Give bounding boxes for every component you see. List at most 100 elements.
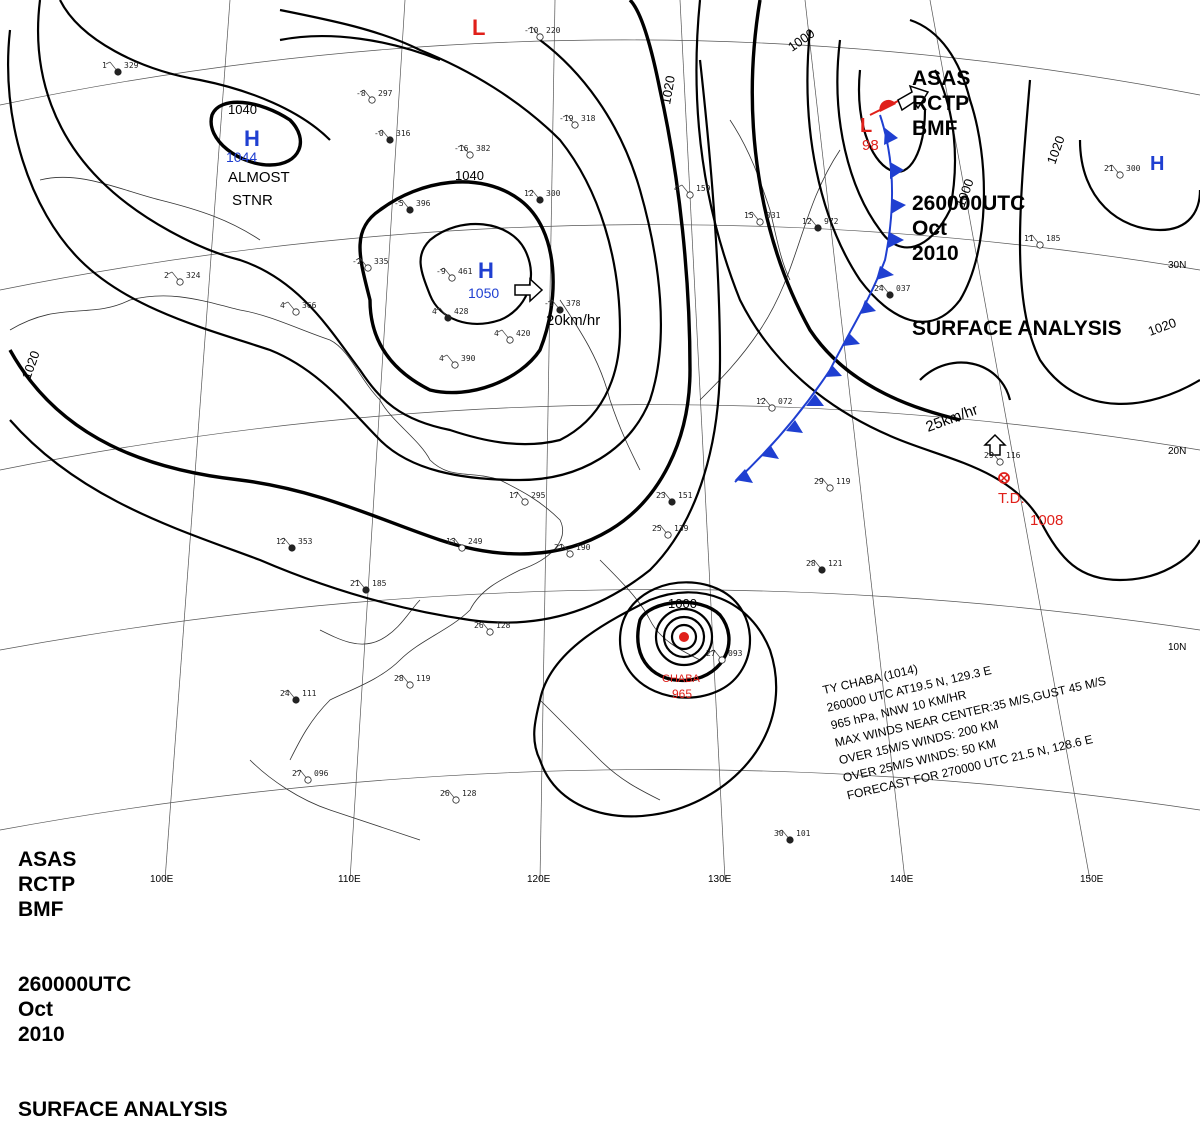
isobar-label: 1040 <box>228 102 257 117</box>
station-temperature: 29 <box>814 477 824 486</box>
station-pressure: 220 <box>546 26 561 35</box>
station-plot: 4 420 <box>494 329 531 344</box>
station-temperature: 27 <box>292 769 302 778</box>
station-circle <box>368 96 376 104</box>
station-pressure: 329 <box>124 61 139 70</box>
header-month: Oct <box>18 998 54 1021</box>
station-plot: 12 300 <box>524 189 561 204</box>
isobar-label: 1000 <box>785 26 817 55</box>
header-agency: ASAS <box>18 848 77 871</box>
high-note-2: STNR <box>232 192 273 209</box>
station-circle <box>406 681 414 689</box>
station-pressure: 159 <box>696 184 711 193</box>
station-pressure: 297 <box>378 89 393 98</box>
header-title: SURFACE ANALYSIS <box>18 1098 228 1121</box>
station-circle <box>288 544 296 552</box>
station-pressure: 300 <box>1126 164 1141 173</box>
station-plot: 23 151 <box>656 491 693 506</box>
station-temperature: 23 <box>656 491 666 500</box>
station-temperature: 21 <box>554 543 564 552</box>
station-temperature: 13 <box>446 537 456 546</box>
station-temperature: 4 <box>280 301 285 310</box>
station-temperature: 4 <box>439 354 444 363</box>
station-circle <box>304 776 312 784</box>
station-plot: 26 128 <box>440 789 477 804</box>
station-plot: -1 378 <box>544 299 581 314</box>
station-pressure: 420 <box>516 329 531 338</box>
station-pressure: 096 <box>314 769 329 778</box>
station-temperature: 24 <box>874 284 884 293</box>
header-agency: ASAS <box>912 67 971 90</box>
high-symbol-2: H <box>478 258 494 283</box>
station-circle <box>686 191 694 199</box>
station-circle <box>176 278 184 286</box>
station-plot: 12 072 <box>756 397 793 412</box>
station-pressure: 031 <box>766 211 781 220</box>
high-symbol-3: H <box>1150 153 1164 175</box>
station-plot: -9 461 <box>436 267 473 282</box>
station-circle <box>292 308 300 316</box>
station-temperature: 26 <box>474 621 484 630</box>
station-pressure: 428 <box>454 307 469 316</box>
high-note-1: ALMOST <box>228 169 290 186</box>
station-pressure: 151 <box>678 491 693 500</box>
station-circle <box>571 121 579 129</box>
station-pressure: 318 <box>581 114 596 123</box>
station-plot: 21 190 <box>554 543 591 558</box>
station-pressure: 335 <box>374 257 389 266</box>
station-circle <box>536 33 544 41</box>
station-pressure: 111 <box>302 689 317 698</box>
header-code: RCTP <box>18 873 76 896</box>
station-temperature: 26 <box>440 789 450 798</box>
low-symbol-1: L <box>472 15 485 40</box>
header-year: 2010 <box>18 1023 65 1046</box>
station-pressure: 128 <box>496 621 511 630</box>
station-temperature: 25 <box>652 524 662 533</box>
station-plot: 30 101 <box>774 829 811 844</box>
lon-label: 110E <box>338 874 361 885</box>
coastlines <box>9 119 841 841</box>
station-plot: 24 111 <box>280 689 317 704</box>
station-temperature: -16 <box>454 144 469 153</box>
header-time: 260000UTC <box>912 192 1026 215</box>
station-pressure: 972 <box>824 217 839 226</box>
lat-label: 10N <box>1168 642 1186 653</box>
low-motion-arrow <box>897 84 930 112</box>
station-pressure: 190 <box>576 543 591 552</box>
high-value-1: 1044 <box>226 149 257 165</box>
station-temperature: -8 <box>356 89 366 98</box>
station-temperature: 2 <box>164 271 169 280</box>
station-temperature: -9 <box>436 267 446 276</box>
station-circle <box>566 550 574 558</box>
station-plot: 4 159 <box>674 184 711 199</box>
station-temperature: 11 <box>1024 234 1034 243</box>
td-label: T.D. <box>998 490 1025 507</box>
station-pressure: 037 <box>896 284 911 293</box>
station-circle <box>886 291 894 299</box>
station-temperature: 24 <box>280 689 290 698</box>
station-pressure: 353 <box>298 537 313 546</box>
lat-label: 30N <box>1168 260 1186 271</box>
station-circle <box>486 628 494 636</box>
header-month: Oct <box>912 217 948 240</box>
map-header-top: ASAS RCTP BMF 260000UTC Oct 2010 SURFACE ANA… <box>912 16 1144 366</box>
station-temperature: 4 <box>674 184 679 193</box>
station-circle <box>536 196 544 204</box>
station-temperature: 17 <box>509 491 519 500</box>
station-pressure: 249 <box>468 537 483 546</box>
typhoon-center: CHABA 965 <box>662 632 701 701</box>
station-plot: 21 185 <box>350 579 387 594</box>
station-circle <box>1036 241 1044 249</box>
lat-label: 20N <box>1168 446 1186 457</box>
station-plots: 1 329-10 220-8 297-0 316-19 318-16 382-5 396-2 3… <box>102 26 1141 844</box>
station-plot: 2 324 <box>164 271 201 286</box>
station-circle <box>364 264 372 272</box>
motion-arrows <box>514 84 1007 456</box>
station-plot: 25 139 <box>652 524 689 539</box>
lon-label: 140E <box>890 874 914 885</box>
station-temperature: -2 <box>352 257 362 266</box>
station-circle <box>996 458 1004 466</box>
lon-label: 150E <box>1080 874 1104 885</box>
station-plot: 27 093 <box>706 649 743 664</box>
station-temperature: 28 <box>394 674 404 683</box>
